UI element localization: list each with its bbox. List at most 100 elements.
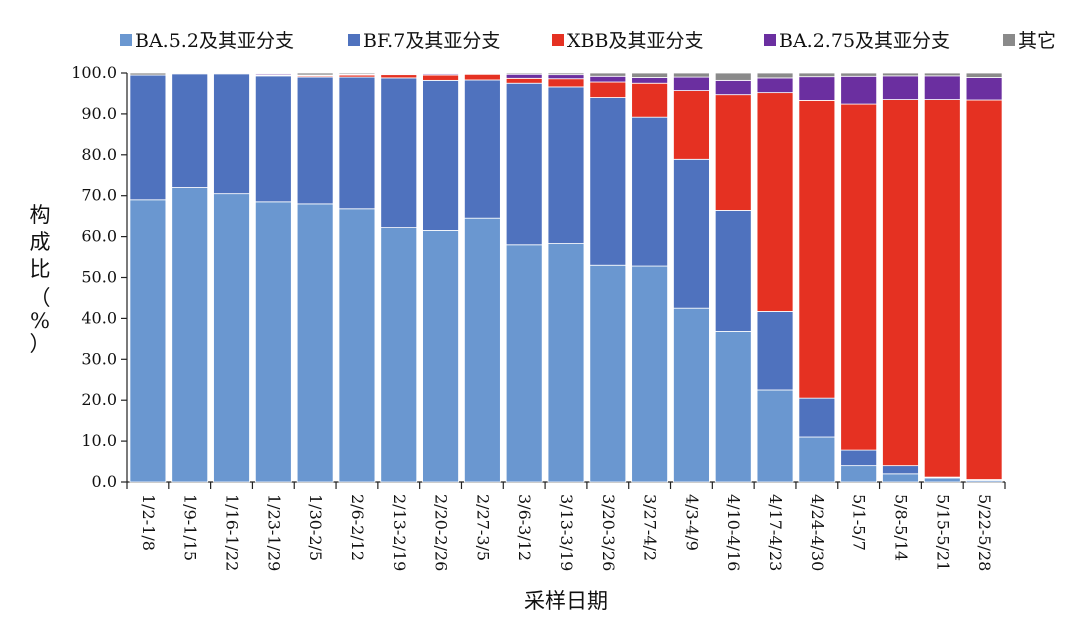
x-axis-title: 采样日期 — [524, 589, 608, 613]
bar-segment-3-10 — [506, 78, 542, 83]
y-axis-title-char: % — [30, 309, 50, 333]
x-tick-label: 4/24-4/30 — [808, 494, 827, 571]
bar-segment-2-4 — [255, 76, 291, 202]
bar-segment-4-13 — [632, 78, 668, 84]
bar-segment-5-2 — [172, 73, 208, 74]
y-tick-label: 40.0 — [81, 308, 117, 327]
y-tick-label: 30.0 — [81, 349, 117, 368]
bar-segment-5-11 — [548, 73, 584, 75]
x-tick-label: 3/13-3/19 — [557, 494, 576, 571]
bar-segment-5-8 — [423, 73, 459, 74]
y-tick-label: 80.0 — [81, 145, 117, 164]
y-tick-label: 60.0 — [81, 227, 117, 246]
bar-segment-1-8 — [423, 230, 459, 482]
bar-segment-1-6 — [339, 209, 375, 482]
bar-segment-4-19 — [883, 76, 919, 100]
x-tick-label: 5/1-5/7 — [850, 494, 869, 551]
bar-segment-2-16 — [757, 311, 793, 390]
x-tick-label: 2/6-2/12 — [348, 494, 367, 561]
y-axis-title: 构成比（%） — [30, 203, 51, 356]
x-tick-label: 2/13-2/19 — [390, 494, 409, 571]
bar-segment-5-4 — [255, 73, 291, 74]
bar-segment-4-15 — [715, 80, 751, 94]
bar-segment-4-12 — [590, 76, 626, 82]
bar-segment-2-8 — [423, 80, 459, 230]
bar-segment-2-6 — [339, 77, 375, 209]
bar-segment-1-10 — [506, 245, 542, 482]
y-tick-label: 20.0 — [81, 390, 117, 409]
y-axis-title-char: ） — [30, 332, 51, 356]
bar-segment-2-5 — [297, 77, 333, 204]
bar-segment-1-11 — [548, 244, 584, 482]
bar-segment-3-16 — [757, 93, 793, 312]
x-tick-label: 2/27-3/5 — [473, 494, 492, 561]
bar-segment-4-20 — [924, 76, 960, 100]
x-tick-label: 4/10-4/16 — [724, 494, 743, 571]
bar-segment-2-2 — [172, 74, 208, 188]
bar-segment-1-3 — [214, 194, 250, 482]
bar-segment-4-10 — [506, 74, 542, 78]
bar-segment-4-11 — [548, 75, 584, 79]
legend-swatch-3 — [552, 34, 564, 46]
bar-segment-3-17 — [799, 100, 835, 398]
bar-segment-3-13 — [632, 83, 668, 117]
bar-segment-2-19 — [883, 466, 919, 474]
legend-swatch-2 — [348, 34, 360, 46]
legend-label-2: BF.7及其亚分支 — [363, 30, 500, 52]
bar-segment-5-3 — [214, 73, 250, 74]
legend-swatch-1 — [120, 34, 132, 46]
y-tick-label: 100.0 — [71, 63, 117, 82]
y-axis-title-char: 比 — [30, 257, 51, 281]
bar-segment-5-14 — [673, 73, 709, 77]
bar-segment-5-13 — [632, 73, 668, 78]
legend-label-1: BA.5.2及其亚分支 — [135, 30, 294, 52]
bar-segment-2-13 — [632, 117, 668, 266]
y-tick-label: 90.0 — [81, 104, 117, 123]
bar-segment-1-16 — [757, 390, 793, 482]
bar-segment-2-17 — [799, 398, 835, 437]
bar-segment-3-7 — [381, 75, 417, 78]
bar-segment-3-15 — [715, 95, 751, 211]
bars — [130, 73, 1002, 482]
bar-segment-3-19 — [883, 100, 919, 466]
bar-segment-1-5 — [297, 204, 333, 482]
bar-segment-2-14 — [673, 159, 709, 308]
bar-segment-4-14 — [673, 77, 709, 91]
bar-segment-5-18 — [841, 73, 877, 76]
bar-segment-4-17 — [799, 77, 835, 101]
y-tick-label: 0.0 — [92, 472, 117, 491]
bar-segment-5-16 — [757, 73, 793, 78]
bar-segment-2-3 — [214, 74, 250, 194]
x-tick-label: 3/6-3/12 — [515, 494, 534, 561]
bar-segment-5-19 — [883, 73, 919, 76]
bar-segment-2-10 — [506, 83, 542, 245]
x-tick-label: 1/23-1/29 — [264, 494, 283, 571]
bar-segment-5-20 — [924, 73, 960, 76]
x-tick-label: 2/20-2/26 — [432, 494, 451, 571]
bar-segment-1-14 — [673, 308, 709, 482]
bar-segment-5-5 — [297, 73, 333, 75]
x-tick-label: 3/20-3/26 — [599, 494, 618, 571]
bar-segment-3-8 — [423, 75, 459, 80]
bar-segment-5-21 — [966, 73, 1002, 78]
bar-segment-1-19 — [883, 474, 919, 482]
bar-segment-1-15 — [715, 331, 751, 482]
x-tick-label: 1/30-2/5 — [306, 494, 325, 561]
y-axis-title-char: 成 — [30, 230, 51, 254]
y-tick-label: 50.0 — [81, 268, 117, 287]
legend-label-3: XBB及其亚分支 — [567, 30, 703, 52]
bar-segment-3-11 — [548, 79, 584, 87]
x-tick-label: 1/2-1/8 — [139, 494, 158, 551]
y-tick-label: 10.0 — [81, 431, 117, 450]
bar-segment-5-12 — [590, 73, 626, 76]
bar-segment-3-21 — [966, 100, 1002, 480]
bar-segment-5-7 — [381, 73, 417, 74]
legend-swatch-4 — [764, 34, 776, 46]
x-tick-label: 1/16-1/22 — [223, 494, 242, 571]
bar-segment-4-21 — [966, 78, 1002, 101]
bar-segment-3-20 — [924, 100, 960, 478]
bar-segment-1-4 — [255, 202, 291, 482]
bar-segment-2-11 — [548, 87, 584, 244]
